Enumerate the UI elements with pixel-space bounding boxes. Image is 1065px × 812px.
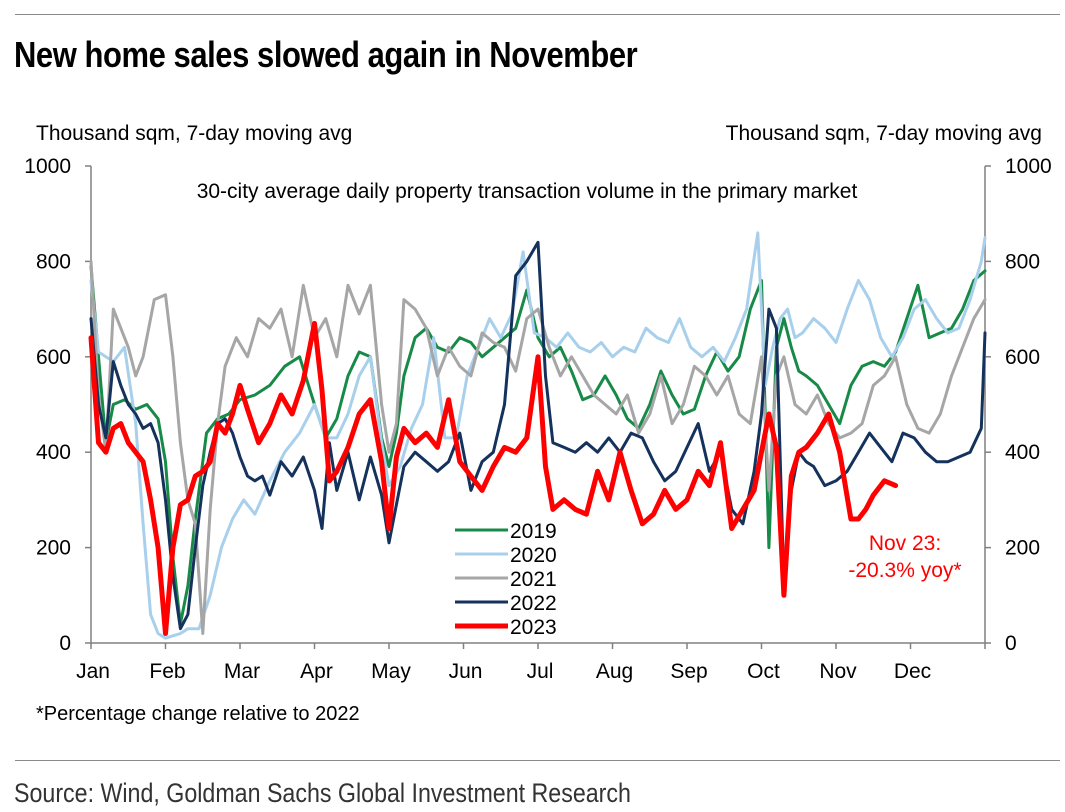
annotation-line-1: Nov 23: <box>869 532 941 555</box>
x-tick-label-aug: Aug <box>596 660 633 683</box>
x-tick-label-sep: Sep <box>670 660 707 683</box>
x-tick-label-jan: Jan <box>76 660 110 683</box>
x-tick-label-jun: Jun <box>449 660 483 683</box>
line-chart: Thousand sqm, 7-day moving avg Thousand … <box>24 122 1052 683</box>
legend-label-2020: 2020 <box>510 544 557 567</box>
y-tick-label-left: 800 <box>36 250 71 273</box>
y-tick-label-left: 600 <box>36 346 71 369</box>
annotation-line-2: -20.3% yoy* <box>848 559 961 582</box>
y-tick-label-left: 0 <box>59 632 71 655</box>
series-line-2023 <box>88 320 899 636</box>
y-tick-label-right: 1000 <box>1005 155 1052 178</box>
x-tick-label-dec: Dec <box>894 660 931 683</box>
series-line-2020 <box>89 231 987 640</box>
legend-label-2023: 2023 <box>510 616 557 639</box>
x-tick-label-mar: Mar <box>224 660 260 683</box>
x-tick-label-may: May <box>371 660 411 683</box>
y-tick-label-left: 200 <box>36 537 71 560</box>
legend-label-2022: 2022 <box>510 592 557 615</box>
bottom-rule <box>15 760 1060 761</box>
x-tick-label-feb: Feb <box>149 660 185 683</box>
y-tick-label-left: 400 <box>36 441 71 464</box>
legend-label-2021: 2021 <box>510 568 557 591</box>
top-rule <box>15 14 1060 15</box>
y-tick-label-right: 800 <box>1005 250 1040 273</box>
y-axis-label-left: Thousand sqm, 7-day moving avg <box>36 122 352 145</box>
x-tick-label-jul: Jul <box>527 660 554 683</box>
y-tick-label-left: 1000 <box>24 155 71 178</box>
y-tick-label-right: 600 <box>1005 346 1040 369</box>
footnote: *Percentage change relative to 2022 <box>36 703 360 725</box>
series-line-2021 <box>89 259 987 635</box>
x-tick-label-oct: Oct <box>747 660 780 683</box>
page-title: New home sales slowed again in November <box>14 34 638 75</box>
x-tick-label-nov: Nov <box>819 660 857 683</box>
y-tick-label-right: 400 <box>1005 441 1040 464</box>
y-tick-label-right: 0 <box>1005 632 1017 655</box>
legend-label-2019: 2019 <box>510 520 557 543</box>
source-note: Source: Wind, Goldman Sachs Global Inves… <box>14 778 631 808</box>
chart-subtitle: 30-city average daily property transacti… <box>197 180 858 203</box>
y-axis-label-right: Thousand sqm, 7-day moving avg <box>726 122 1042 145</box>
x-tick-label-apr: Apr <box>300 660 333 683</box>
y-tick-label-right: 200 <box>1005 537 1040 560</box>
